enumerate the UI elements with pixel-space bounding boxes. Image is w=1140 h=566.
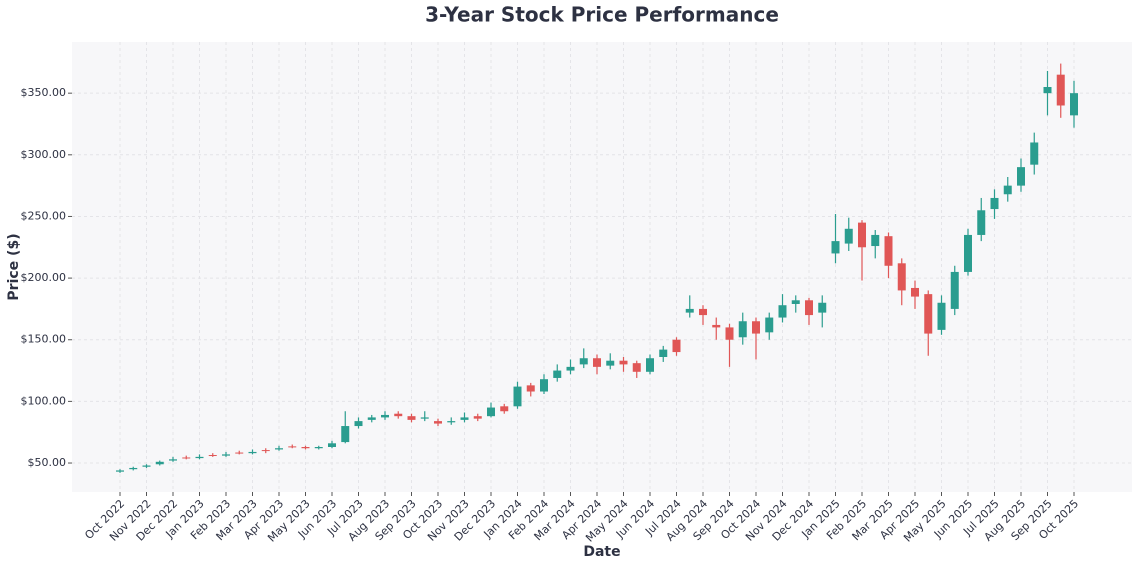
plot-area	[72, 42, 1132, 492]
candle-body	[341, 426, 350, 443]
y-tick-label: $300.00	[21, 148, 67, 161]
candle-body	[182, 457, 191, 459]
candle-body	[646, 358, 654, 372]
chart-title: 3-Year Stock Price Performance	[425, 3, 779, 27]
candle-body	[142, 465, 151, 467]
candle-body	[924, 294, 933, 334]
candle-body	[288, 446, 297, 448]
candle-body	[487, 407, 495, 417]
candle-body	[248, 451, 257, 454]
candle-body	[394, 413, 403, 417]
candle-body	[208, 455, 217, 457]
candle-body	[314, 447, 323, 449]
candle-body	[1017, 167, 1025, 186]
candle-body	[275, 448, 283, 450]
candle-body	[897, 263, 906, 291]
candle-body	[871, 234, 880, 247]
candle-body	[222, 454, 230, 456]
candle-body	[659, 349, 668, 357]
candle-body	[752, 321, 760, 334]
candle-body	[116, 470, 124, 472]
candle-body	[712, 324, 721, 328]
candle-body	[632, 363, 641, 372]
y-tick-label: $350.00	[21, 86, 67, 99]
candle-body	[858, 222, 866, 248]
candle-body	[1030, 142, 1039, 165]
candle-body	[725, 327, 734, 340]
candle-body	[990, 197, 999, 210]
candle-body	[1043, 87, 1052, 94]
candle-body	[831, 241, 840, 254]
y-tick-label: $50.00	[28, 456, 67, 469]
candle-body	[699, 308, 707, 316]
candle-body	[500, 406, 509, 412]
candle-body	[169, 459, 177, 461]
candle-body	[884, 236, 893, 266]
candle-body	[553, 370, 562, 378]
candle-body	[420, 417, 429, 419]
candle-body	[195, 456, 204, 459]
y-tick-label: $200.00	[21, 271, 67, 284]
candle-body	[513, 386, 522, 407]
candle-body	[738, 321, 747, 338]
candle-body	[540, 379, 548, 392]
candle-body	[579, 358, 588, 365]
candle-body	[566, 366, 575, 371]
candle-body	[964, 234, 972, 272]
candle-body	[235, 452, 244, 454]
candle-body	[911, 287, 919, 297]
candle-body	[791, 300, 800, 304]
candle-body	[301, 447, 310, 449]
y-tick-label: $150.00	[21, 333, 67, 346]
candle-body	[818, 302, 827, 313]
candle-body	[473, 416, 482, 419]
candle-body	[447, 421, 456, 423]
y-tick-label: $100.00	[21, 394, 67, 407]
candle-body	[381, 414, 389, 418]
candle-body	[805, 300, 813, 316]
candle-body	[672, 339, 681, 353]
candle-body	[606, 360, 615, 366]
y-tick-label: $250.00	[21, 209, 67, 222]
candle-body	[261, 450, 270, 452]
candle-body	[937, 302, 946, 330]
candle-body	[977, 210, 986, 235]
candle-body	[1070, 93, 1078, 116]
candle-body	[1056, 74, 1065, 106]
candle-body	[765, 317, 774, 333]
x-axis-label: Date	[583, 544, 620, 560]
candle-body	[328, 443, 336, 447]
candle-body	[129, 467, 138, 470]
candle-body	[619, 360, 628, 365]
candle-body	[434, 421, 442, 424]
candle-body	[778, 305, 787, 318]
y-axis-label: Price ($)	[6, 233, 22, 300]
candle-body	[460, 417, 469, 420]
candle-body	[155, 461, 164, 465]
candle-body	[526, 385, 535, 392]
candle-body	[354, 421, 363, 427]
candle-body	[593, 358, 601, 367]
candle-body	[685, 308, 694, 313]
candle-body	[367, 417, 376, 420]
candle-body	[950, 271, 959, 309]
candle-body	[844, 228, 853, 244]
candle-body	[1003, 185, 1012, 195]
candle-body	[407, 416, 416, 420]
